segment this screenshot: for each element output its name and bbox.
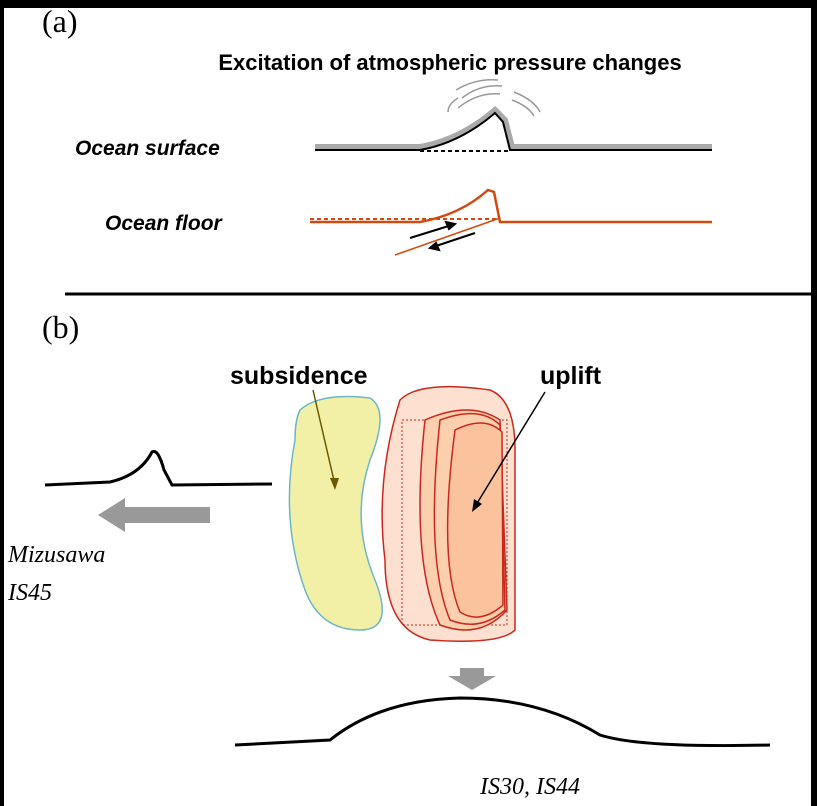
panel-a-label: (a) (42, 3, 78, 39)
station-left-id: IS45 (7, 580, 52, 606)
floor-label: Ocean floor (105, 212, 224, 235)
panel-b-label: (b) (42, 309, 79, 345)
uplift-label: uplift (540, 362, 602, 390)
uplift-area (382, 387, 515, 642)
subsidence-label: subsidence (230, 362, 368, 390)
page: (a) Excitation of atmospheric pressure c… (0, 0, 817, 806)
panel-a-title: Excitation of atmospheric pressure chang… (218, 50, 681, 75)
diagram: (a) Excitation of atmospheric pressure c… (0, 0, 817, 806)
station-left: Mizusawa (7, 542, 105, 568)
station-bottom: IS30, IS44 (479, 774, 580, 800)
surface-label: Ocean surface (75, 137, 220, 160)
